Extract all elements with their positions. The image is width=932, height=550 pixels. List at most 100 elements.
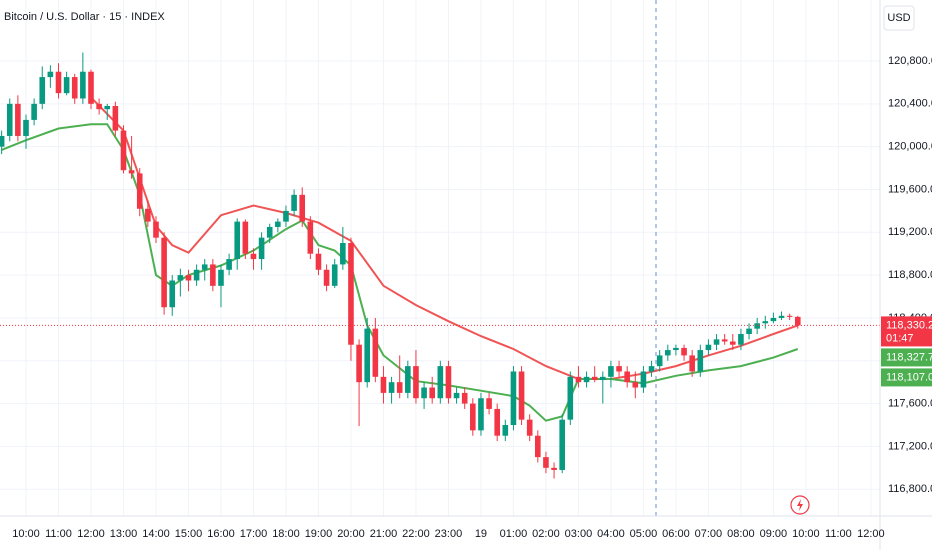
x-tick-label: 12:00 bbox=[77, 528, 105, 540]
candle-body bbox=[494, 408, 500, 436]
candle-body bbox=[526, 419, 533, 436]
x-tick-label: 13:00 bbox=[110, 528, 138, 540]
lightning bbox=[797, 499, 803, 511]
plot bbox=[0, 52, 880, 479]
candle-body bbox=[786, 315, 793, 317]
countdown: 01:47 bbox=[886, 332, 914, 344]
candle-body bbox=[648, 366, 655, 372]
candle-body bbox=[242, 221, 249, 254]
candle-body bbox=[356, 344, 362, 383]
price-label-box bbox=[881, 316, 932, 347]
candle-body bbox=[729, 341, 736, 345]
x-tick-label: 02:00 bbox=[532, 528, 560, 540]
candle-body bbox=[608, 366, 614, 377]
x-tick-label: 20:00 bbox=[337, 528, 365, 540]
candle-body bbox=[307, 221, 314, 254]
price-label: 118,327.72 bbox=[886, 351, 932, 363]
price-label-box bbox=[881, 348, 932, 367]
candle-body bbox=[39, 77, 46, 104]
candle-body bbox=[218, 269, 224, 286]
candle-body bbox=[762, 321, 769, 324]
x-tick-label: 05:00 bbox=[630, 528, 658, 540]
candle-body bbox=[348, 243, 354, 345]
candle-body bbox=[486, 398, 492, 409]
candle-body bbox=[405, 366, 411, 393]
candle-body bbox=[616, 366, 622, 372]
candle-body bbox=[315, 253, 322, 270]
candle-body bbox=[15, 103, 21, 136]
price-label: 118,107.08 bbox=[886, 371, 932, 383]
x-tick-label: 09:00 bbox=[760, 528, 788, 540]
x-tick-label: 16:00 bbox=[207, 528, 235, 540]
candle-body bbox=[266, 226, 273, 238]
candle-body bbox=[201, 264, 208, 270]
x-tick-label: 17:00 bbox=[240, 528, 268, 540]
candle-body bbox=[153, 221, 159, 238]
x-tick-label: 11:00 bbox=[825, 528, 852, 540]
candle-body bbox=[502, 425, 509, 436]
candle-body bbox=[567, 376, 574, 420]
candle-body bbox=[71, 77, 78, 99]
candle-body bbox=[445, 366, 452, 399]
candle-body bbox=[275, 221, 281, 227]
x-tick-label: 01:00 bbox=[500, 528, 528, 540]
candle-body bbox=[689, 355, 695, 372]
candle-body bbox=[226, 259, 232, 270]
candle-body bbox=[6, 103, 13, 136]
candle-body bbox=[437, 366, 444, 399]
candle-body bbox=[210, 264, 216, 286]
x-tick-label: 07:00 bbox=[695, 528, 723, 540]
candle-body bbox=[510, 371, 517, 426]
candle-body bbox=[518, 371, 525, 420]
candle-body bbox=[364, 328, 371, 383]
candle-body bbox=[535, 435, 541, 458]
candle-body bbox=[340, 243, 346, 265]
candle-body bbox=[429, 387, 436, 399]
x-tick-label: 18:00 bbox=[272, 528, 300, 540]
candle-body bbox=[559, 419, 565, 470]
candle-body bbox=[640, 371, 647, 388]
candle-body bbox=[681, 347, 687, 356]
candle-body bbox=[88, 71, 94, 104]
candle-body bbox=[169, 280, 176, 308]
x-tick-label: 10:00 bbox=[792, 528, 820, 540]
candle-body bbox=[421, 387, 427, 399]
candle-body bbox=[372, 328, 379, 377]
candle-body bbox=[55, 71, 62, 94]
currency[interactable]: USD bbox=[887, 12, 910, 24]
x-tick-label: 19:00 bbox=[305, 528, 333, 540]
y-tick-label: 119,200.00 bbox=[888, 226, 932, 238]
moving-average bbox=[90, 96, 799, 380]
candle-body bbox=[145, 208, 151, 222]
candle-body bbox=[770, 317, 777, 322]
candle-body bbox=[63, 77, 70, 94]
candle-body bbox=[794, 316, 801, 326]
x-tick-label: 23:00 bbox=[435, 528, 463, 540]
candle-body bbox=[543, 457, 549, 468]
candle-body bbox=[0, 135, 5, 147]
x-tick-label: 08:00 bbox=[727, 528, 755, 540]
candle-body bbox=[721, 339, 728, 342]
candle-body bbox=[470, 403, 476, 431]
candle-body bbox=[96, 103, 102, 110]
candle-body bbox=[31, 103, 37, 120]
candle-body bbox=[47, 71, 54, 78]
candle-body bbox=[575, 376, 582, 383]
y-tick-label: 120,800.00 bbox=[888, 55, 932, 67]
y-tick-label: 117,600.00 bbox=[888, 397, 932, 409]
candle-body bbox=[461, 392, 468, 404]
x-tick-label: 04:00 bbox=[597, 528, 625, 540]
x-tick-label: 03:00 bbox=[565, 528, 593, 540]
y-tick-label: 120,400.00 bbox=[888, 98, 932, 110]
candle-body bbox=[697, 350, 704, 372]
x-tick-label: 10:00 bbox=[12, 528, 40, 540]
candle-body bbox=[453, 392, 460, 399]
currency-button[interactable] bbox=[883, 5, 915, 31]
chart-title: Bitcoin / U.S. Dollar · 15 · INDEX bbox=[4, 11, 165, 23]
candle-body bbox=[478, 398, 484, 431]
candle-body bbox=[291, 194, 297, 211]
candle-body bbox=[323, 269, 330, 286]
candle-body bbox=[591, 376, 598, 381]
candle-body bbox=[234, 221, 241, 260]
